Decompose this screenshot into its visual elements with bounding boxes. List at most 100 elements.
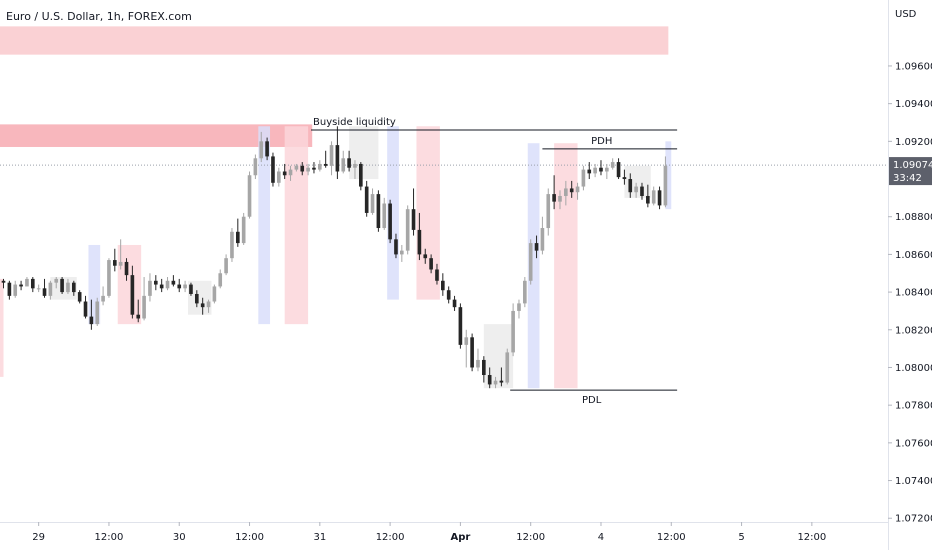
candle[interactable]: [634, 182, 638, 198]
candle[interactable]: [54, 277, 59, 289]
candle[interactable]: [271, 152, 275, 187]
candle[interactable]: [476, 348, 480, 372]
zone-16[interactable]: [624, 165, 651, 198]
candle[interactable]: [640, 182, 644, 200]
candle[interactable]: [124, 258, 129, 281]
zone-7[interactable]: [416, 126, 440, 300]
zone-3[interactable]: [117, 244, 142, 325]
zone-10[interactable]: [0, 278, 4, 377]
candle[interactable]: [142, 277, 146, 321]
candle[interactable]: [25, 277, 29, 287]
candle[interactable]: [622, 169, 627, 185]
candle[interactable]: [206, 299, 211, 313]
candle[interactable]: [517, 299, 521, 319]
candle[interactable]: [359, 162, 363, 191]
candle[interactable]: [441, 273, 445, 296]
candle[interactable]: [212, 284, 217, 304]
candle[interactable]: [651, 186, 656, 206]
candle[interactable]: [341, 150, 346, 174]
candle[interactable]: [30, 277, 35, 293]
zone-6[interactable]: [387, 126, 399, 300]
candle[interactable]: [534, 235, 539, 259]
candle[interactable]: [347, 150, 351, 172]
candle[interactable]: [335, 126, 340, 180]
zone-0[interactable]: [0, 26, 669, 55]
zone-11[interactable]: [665, 141, 672, 210]
candle[interactable]: [288, 165, 293, 181]
candle[interactable]: [552, 175, 556, 210]
candle[interactable]: [499, 367, 504, 387]
candle[interactable]: [253, 154, 258, 180]
candle[interactable]: [382, 197, 387, 230]
candle[interactable]: [48, 280, 53, 300]
candle[interactable]: [77, 290, 82, 304]
candle[interactable]: [13, 280, 18, 298]
candle[interactable]: [394, 233, 398, 259]
candle[interactable]: [605, 163, 609, 180]
candle[interactable]: [546, 188, 551, 236]
candle[interactable]: [482, 356, 486, 383]
candle[interactable]: [575, 182, 580, 200]
candle[interactable]: [277, 167, 281, 187]
zone-5[interactable]: [284, 126, 309, 325]
candle[interactable]: [353, 160, 357, 180]
candle[interactable]: [470, 333, 474, 372]
candle[interactable]: [417, 212, 422, 261]
candle[interactable]: [587, 162, 592, 180]
candle[interactable]: [528, 239, 533, 285]
candle[interactable]: [610, 158, 615, 170]
candle[interactable]: [511, 303, 515, 357]
candle[interactable]: [165, 277, 170, 291]
candle[interactable]: [224, 254, 228, 276]
candle[interactable]: [107, 258, 111, 298]
candle[interactable]: [194, 290, 199, 308]
candle[interactable]: [153, 275, 158, 291]
candle[interactable]: [130, 265, 135, 319]
candle[interactable]: [101, 286, 105, 306]
candle[interactable]: [646, 184, 650, 208]
candle[interactable]: [318, 160, 322, 172]
candle[interactable]: [66, 278, 70, 294]
candle[interactable]: [112, 248, 117, 272]
candle[interactable]: [265, 137, 269, 161]
candle[interactable]: [423, 248, 428, 264]
price-axis[interactable]: 1.09600 1.09400 1.09200 1.08800 1.08600 1.084…: [888, 61, 932, 525]
candle[interactable]: [159, 278, 164, 293]
candle[interactable]: [523, 277, 527, 308]
candle[interactable]: [581, 165, 586, 191]
candle[interactable]: [218, 269, 223, 289]
candle[interactable]: [42, 278, 47, 298]
candle[interactable]: [235, 218, 240, 247]
candle[interactable]: [493, 376, 498, 389]
zone-1[interactable]: [0, 124, 313, 147]
candle[interactable]: [171, 275, 176, 287]
zone-8[interactable]: [527, 143, 540, 389]
candle[interactable]: [405, 205, 410, 255]
candle[interactable]: [540, 216, 545, 255]
candle[interactable]: [388, 199, 392, 244]
candle[interactable]: [628, 173, 633, 198]
candle[interactable]: [364, 180, 369, 217]
candle[interactable]: [487, 367, 492, 389]
candle[interactable]: [312, 162, 316, 174]
candle[interactable]: [230, 228, 234, 262]
candle[interactable]: [71, 280, 76, 296]
candle[interactable]: [95, 297, 100, 327]
candle[interactable]: [446, 286, 451, 304]
candle[interactable]: [200, 297, 205, 315]
candle[interactable]: [241, 212, 246, 245]
zone-14[interactable]: [349, 126, 379, 180]
candle[interactable]: [323, 150, 328, 168]
zone-9[interactable]: [554, 143, 578, 389]
candle[interactable]: [177, 278, 182, 293]
candle[interactable]: [148, 273, 152, 302]
candle[interactable]: [616, 158, 621, 180]
candle[interactable]: [505, 348, 510, 385]
candle[interactable]: [564, 180, 568, 206]
candle[interactable]: [464, 329, 469, 368]
candle[interactable]: [458, 303, 463, 349]
candle[interactable]: [247, 171, 252, 219]
candle[interactable]: [452, 295, 457, 311]
candle[interactable]: [19, 280, 23, 291]
